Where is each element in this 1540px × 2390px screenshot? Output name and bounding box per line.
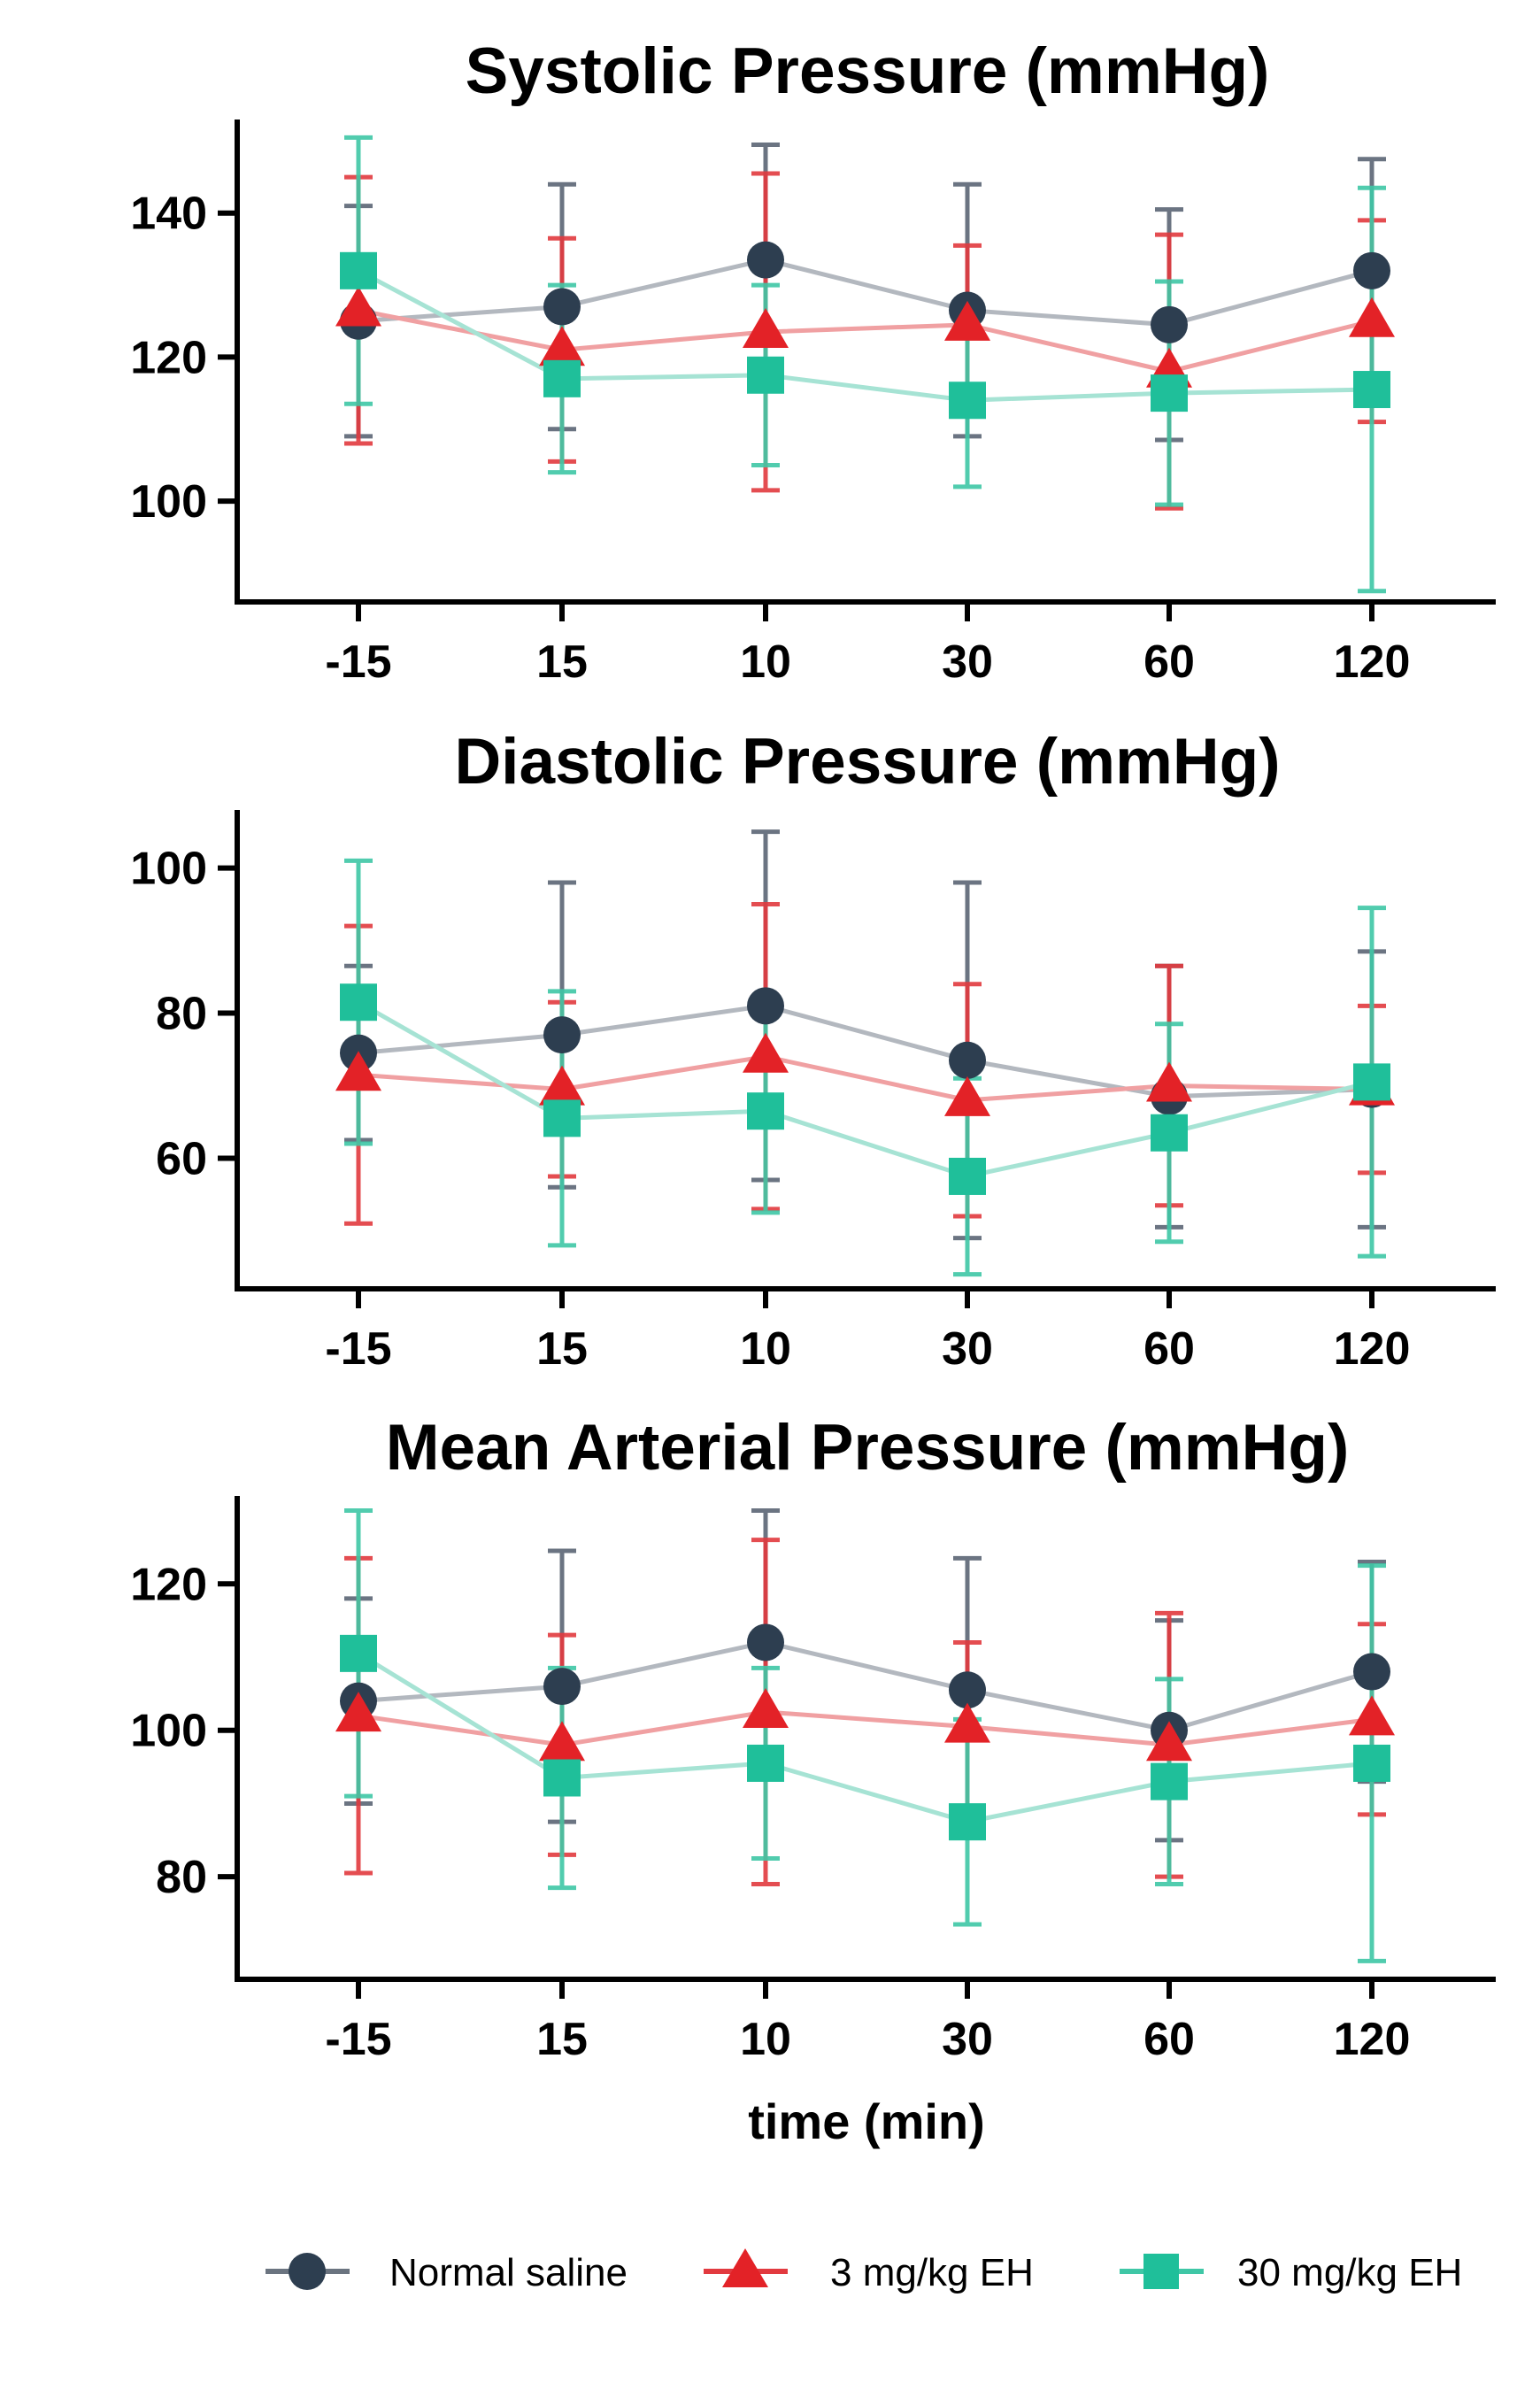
series-line-30mg (357, 1000, 1373, 1179)
legend-label-30mg: 30 mg/kg EH (1237, 2251, 1462, 2294)
x-tick-label: 10 (740, 2014, 791, 2065)
x-axis-label: time (min) (748, 2093, 985, 2149)
data-point-30mg (340, 983, 377, 1022)
x-tick-label: 120 (1334, 2014, 1411, 2065)
x-tick-label: -15 (325, 1323, 391, 1375)
data-point-3mg (539, 326, 585, 366)
series-line-normal-saline (358, 1639, 1373, 1733)
data-point-30mg (1151, 1762, 1188, 1800)
data-point-30mg (340, 1634, 377, 1672)
x-tick-label: -15 (325, 2014, 391, 2065)
chart-panel-2: Diastolic Pressure (mmHg) 60 80 100 -15 15 10 3… (130, 726, 1496, 1375)
x-tick-label: 120 (1334, 1323, 1411, 1375)
data-point-30mg (1151, 374, 1188, 412)
data-point-3mg (335, 1051, 381, 1091)
series-line-3mg (358, 1054, 1373, 1103)
data-point-3mg (743, 1032, 789, 1073)
legend-marker-3mg (722, 2248, 768, 2287)
x-tick-label: -15 (325, 636, 391, 688)
data-point-3mg (743, 307, 789, 348)
data-point-3mg (335, 286, 381, 327)
data-point-normal-saline (747, 1623, 784, 1661)
series-line-3mg (358, 308, 1373, 374)
data-point-30mg (949, 1157, 986, 1195)
data-point-30mg (747, 1092, 784, 1130)
x-tick-label: 15 (536, 1323, 588, 1375)
data-point-normal-saline (543, 1016, 581, 1054)
legend-label-normal-saline: Normal saline (389, 2251, 628, 2294)
data-point-30mg (747, 356, 784, 394)
legend: Normal saline 3 mg/kg EH 30 mg/kg EH (266, 2248, 1462, 2294)
x-tick-label: 15 (536, 636, 588, 688)
legend-item-normal-saline: Normal saline (266, 2251, 628, 2294)
x-tick-label: 120 (1334, 636, 1411, 688)
y-tick-label: 80 (156, 989, 207, 1040)
legend-label-3mg: 3 mg/kg EH (830, 2251, 1034, 2294)
data-point-3mg (335, 1692, 381, 1732)
data-point-3mg (1146, 1721, 1192, 1762)
data-point-30mg (1353, 371, 1390, 409)
y-tick-label: 100 (130, 476, 207, 528)
data-point-3mg (1349, 1695, 1395, 1736)
data-point-3mg (944, 1076, 990, 1116)
data-point-30mg (543, 1099, 581, 1137)
data-point-normal-saline (1353, 251, 1390, 289)
y-tick-label: 140 (130, 189, 207, 240)
legend-marker-normal-saline (289, 2253, 326, 2290)
chart-title: Systolic Pressure (mmHg) (466, 35, 1270, 107)
series-line-30mg (357, 1651, 1373, 1824)
series-line-normal-saline (358, 1003, 1373, 1099)
x-tick-label: 60 (1143, 2014, 1195, 2065)
data-point-normal-saline (949, 1041, 986, 1079)
legend-item-3mg: 3 mg/kg EH (704, 2248, 1034, 2294)
data-point-3mg (539, 1721, 585, 1762)
x-tick-label: 15 (536, 2014, 588, 2065)
data-point-3mg (539, 1065, 585, 1106)
data-point-normal-saline (543, 288, 581, 326)
chart-title: Mean Arterial Pressure (mmHg) (386, 1412, 1350, 1484)
x-tick-label: 10 (740, 1323, 791, 1375)
data-point-30mg (949, 382, 986, 420)
data-point-3mg (1146, 1061, 1192, 1102)
y-tick-label: 100 (130, 1706, 207, 1757)
data-point-30mg (747, 1744, 784, 1782)
x-tick-label: 30 (942, 2014, 993, 2065)
data-point-normal-saline (1151, 305, 1188, 343)
data-point-normal-saline (949, 1671, 986, 1709)
y-tick-label: 100 (130, 844, 207, 895)
series-line-3mg (358, 1709, 1373, 1747)
data-point-30mg (949, 1803, 986, 1841)
data-point-normal-saline (747, 241, 784, 279)
x-tick-label: 30 (942, 636, 993, 688)
data-point-3mg (944, 300, 990, 341)
x-tick-label: 10 (740, 636, 791, 688)
data-point-3mg (944, 1702, 990, 1743)
data-point-3mg (1349, 297, 1395, 337)
chart-panel-1: Systolic Pressure (mmHg) 100 120 140 -15 15 10… (130, 35, 1496, 688)
chart-panel-3: Mean Arterial Pressure (mmHg) 80 100 120 -15… (130, 1412, 1496, 2149)
series-line-normal-saline (358, 258, 1373, 328)
data-point-normal-saline (1353, 1653, 1390, 1691)
chart-title: Diastolic Pressure (mmHg) (454, 726, 1280, 798)
x-tick-label: 30 (942, 1323, 993, 1375)
data-point-normal-saline (747, 987, 784, 1025)
data-point-normal-saline (543, 1668, 581, 1706)
legend-item-30mg: 30 mg/kg EH (1120, 2251, 1462, 2294)
x-tick-label: 60 (1143, 636, 1195, 688)
data-point-30mg (340, 251, 377, 289)
legend-marker-30mg (1143, 2254, 1179, 2289)
data-point-30mg (1353, 1063, 1390, 1101)
data-point-30mg (543, 1759, 581, 1797)
y-tick-label: 120 (130, 1559, 207, 1610)
data-point-30mg (1353, 1744, 1390, 1782)
data-point-3mg (743, 1688, 789, 1729)
data-point-30mg (543, 359, 581, 397)
y-tick-label: 60 (156, 1133, 207, 1184)
x-tick-label: 60 (1143, 1323, 1195, 1375)
series-line-30mg (357, 268, 1373, 403)
data-point-30mg (1151, 1114, 1188, 1152)
y-tick-label: 80 (156, 1852, 207, 1903)
y-tick-label: 120 (130, 332, 207, 383)
